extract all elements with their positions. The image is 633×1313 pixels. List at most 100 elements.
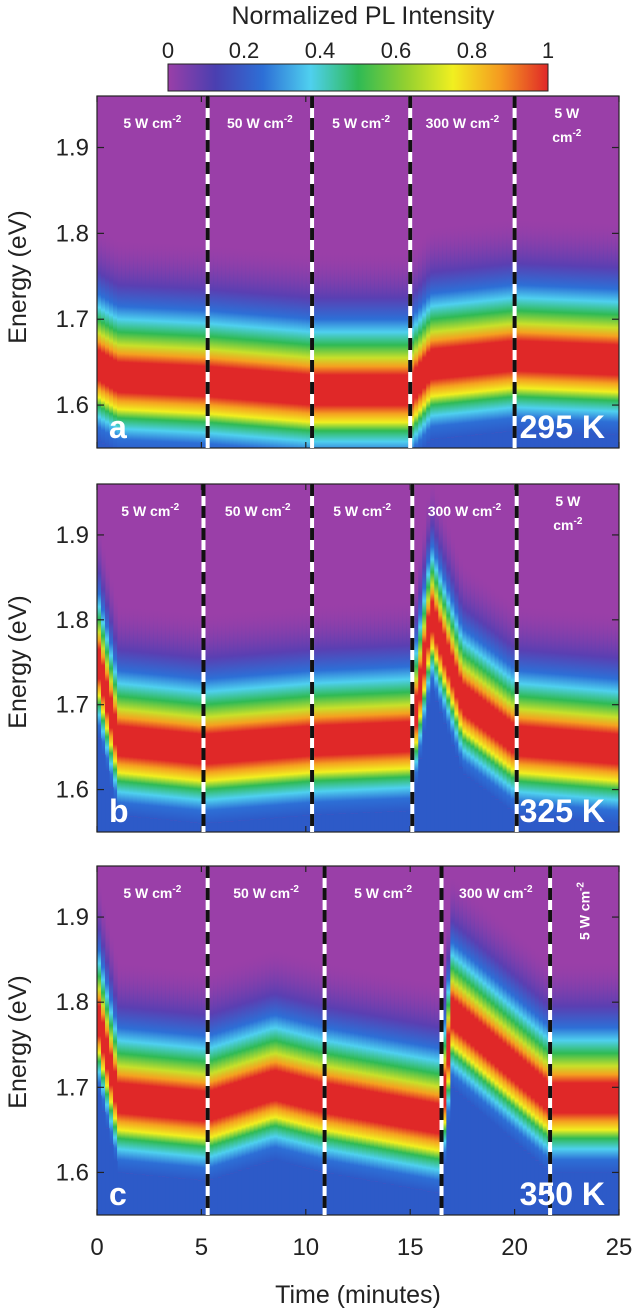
heatmap-column (522, 937, 528, 1151)
heatmap-floor (141, 817, 146, 832)
heatmap-floor (249, 1166, 255, 1215)
heatmap-column (289, 248, 295, 448)
x-tick-label: 5 (195, 1234, 208, 1261)
heatmap-floor (530, 816, 536, 832)
heatmap-floor (309, 1169, 315, 1215)
heatmap-column (233, 244, 239, 448)
heatmap-column (305, 603, 311, 816)
heatmap-column (590, 219, 596, 435)
heatmap-column (534, 948, 540, 1161)
heatmap-floor (297, 1166, 303, 1215)
heatmap-column (313, 250, 319, 448)
heatmap-column (221, 243, 227, 448)
heatmap-column (117, 602, 122, 816)
heatmap-floor (546, 817, 552, 832)
heatmap-floor (566, 1172, 572, 1215)
heatmap-floor (426, 706, 431, 832)
heatmap-floor (406, 1187, 411, 1215)
heatmap-column (526, 603, 532, 817)
heatmap-column (221, 609, 227, 822)
heatmap-column (486, 906, 492, 1120)
segment-label: 5 W cm-2 (123, 114, 181, 131)
heatmap-column (506, 216, 512, 432)
heatmap-column (414, 572, 419, 786)
heatmap-floor (237, 820, 243, 832)
heatmap-column (185, 609, 190, 822)
heatmap-floor (297, 815, 303, 832)
heatmap-column (341, 963, 347, 1176)
heatmap-column (366, 967, 371, 1181)
heatmap-floor (241, 820, 247, 832)
heatmap-floor (606, 822, 612, 832)
heatmap-column (390, 599, 395, 812)
heatmap-column (193, 241, 198, 448)
heatmap-column (289, 604, 295, 817)
heatmap-column (253, 952, 259, 1166)
colorbar-title: Normalized PL Intensity (231, 2, 495, 30)
heatmap-column (129, 960, 134, 1174)
heatmap-floor (105, 1128, 110, 1215)
heatmap-floor (245, 1168, 251, 1215)
y-tick-label: 1.9 (56, 522, 89, 549)
heatmap-floor (494, 1125, 500, 1215)
heatmap-column (229, 609, 235, 822)
heatmap-floor (514, 430, 520, 448)
heatmap-column (105, 558, 110, 771)
heatmap-floor (358, 1178, 363, 1215)
heatmap-column (454, 544, 459, 757)
heatmap-column (109, 931, 114, 1145)
heatmap-floor (341, 813, 347, 832)
heatmap-column (562, 959, 568, 1173)
heatmap-column (418, 238, 423, 448)
heatmap-column (225, 961, 231, 1175)
heatmap-column (610, 959, 616, 1173)
heatmap-column (337, 601, 343, 814)
x-tick-label: 20 (501, 1234, 528, 1261)
heatmap-column (386, 599, 391, 812)
heatmap-column (121, 960, 126, 1173)
heatmap-column (189, 966, 194, 1180)
heatmap-floor (582, 820, 588, 832)
heatmap-floor (422, 732, 427, 832)
heatmap-floor (325, 1173, 331, 1215)
heatmap-column (502, 920, 508, 1133)
heatmap-column (213, 965, 219, 1179)
heatmap-column (185, 240, 190, 448)
heatmap-floor (257, 1164, 263, 1215)
heatmap-column (414, 243, 419, 448)
heatmap-column (229, 243, 235, 448)
heatmap-floor (281, 1162, 287, 1215)
panel-label: c (109, 1176, 127, 1212)
heatmap-floor (510, 1139, 516, 1215)
heatmap-column (518, 603, 524, 816)
heatmap-column (574, 959, 580, 1173)
heatmap-column (349, 601, 355, 814)
heatmap-floor (229, 821, 235, 832)
heatmap-floor (97, 738, 102, 832)
heatmap-column (574, 607, 580, 821)
heatmap-column (522, 216, 528, 432)
heatmap-floor (177, 821, 182, 832)
heatmap-floor (390, 811, 395, 832)
heatmap-floor (494, 799, 500, 832)
heatmap-column (418, 546, 423, 759)
heatmap-column (510, 599, 516, 812)
heatmap-column (490, 218, 496, 434)
heatmap-floor (522, 815, 528, 832)
heatmap-floor (586, 433, 592, 448)
heatmap-floor (349, 1177, 355, 1215)
heatmap-column (378, 969, 383, 1183)
heatmap-column (562, 218, 568, 433)
heatmap-floor (221, 821, 227, 832)
heatmap-column (333, 250, 339, 448)
heatmap-column (293, 952, 299, 1166)
heatmap-column (217, 242, 223, 448)
heatmap-column (450, 222, 455, 438)
heatmap-floor (490, 796, 496, 832)
heatmap-floor (430, 439, 435, 448)
heatmap-column (193, 610, 198, 823)
heatmap-column (498, 217, 504, 433)
heatmap-floor (402, 811, 407, 832)
heatmap-floor (333, 1174, 339, 1215)
heatmap-column (165, 607, 170, 820)
